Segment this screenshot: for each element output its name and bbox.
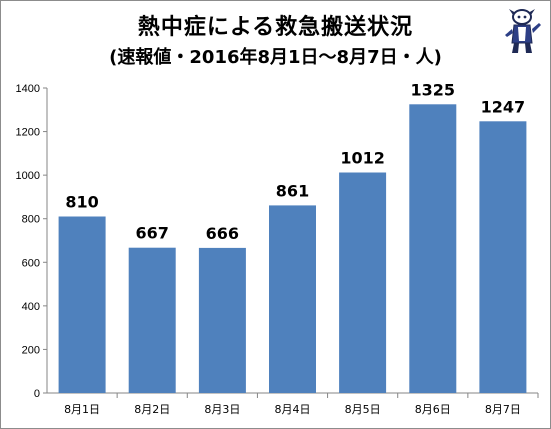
bar — [198, 247, 246, 393]
bar — [58, 216, 106, 393]
bar — [339, 172, 387, 393]
y-tick-label: 0 — [34, 388, 40, 400]
y-tick-label: 1200 — [16, 127, 40, 139]
x-tick-label: 8月3日 — [204, 403, 240, 416]
bar — [128, 247, 176, 393]
x-tick-label: 8月1日 — [64, 403, 100, 416]
x-tick-label: 8月5日 — [345, 403, 381, 416]
y-tick-label: 600 — [22, 257, 40, 269]
chart-title: 熱中症による救急搬送状況 — [137, 15, 414, 40]
chart-subtitle: (速報値・2016年8月1日〜8月7日・人) — [109, 47, 442, 68]
bar — [479, 121, 527, 394]
x-tick-label: 8月4日 — [275, 403, 311, 416]
data-label: 666 — [206, 224, 239, 243]
bar — [409, 104, 457, 394]
y-tick-label: 1400 — [16, 83, 40, 95]
bar — [269, 205, 316, 393]
x-tick-label: 8月6日 — [415, 403, 451, 416]
mascot-figure-icon — [505, 9, 541, 53]
data-label: 1012 — [340, 149, 385, 168]
data-label: 1247 — [481, 97, 526, 116]
y-tick-label: 400 — [22, 301, 40, 313]
y-tick-label: 200 — [22, 344, 40, 356]
data-label: 667 — [136, 224, 169, 243]
x-tick-label: 8月7日 — [485, 403, 521, 416]
y-tick-label: 1000 — [16, 170, 40, 182]
x-tick-label: 8月2日 — [134, 403, 170, 416]
data-label: 1325 — [411, 80, 456, 99]
data-label: 810 — [65, 193, 98, 212]
y-tick-label: 800 — [22, 214, 40, 226]
data-label: 861 — [276, 181, 309, 200]
